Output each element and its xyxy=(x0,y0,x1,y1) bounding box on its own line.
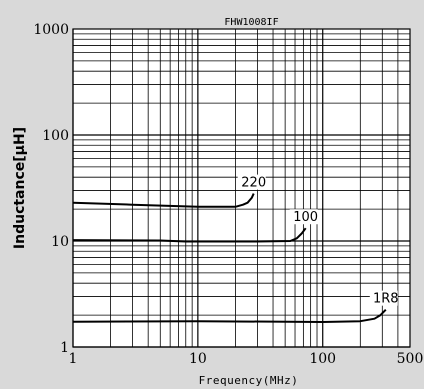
x-tick-labels: 1 10 100 500 xyxy=(69,351,424,367)
x-tick-label: 100 xyxy=(309,351,336,367)
y-tick-labels: 1 10 100 1000 xyxy=(33,22,69,356)
y-tick-label: 1 xyxy=(60,340,69,356)
x-tick-label: 10 xyxy=(189,351,207,367)
series-label-100: 100 xyxy=(293,210,318,225)
x-tick-label: 1 xyxy=(69,351,78,367)
grid xyxy=(72,29,411,348)
x-axis-label: Frequency(MHz) xyxy=(199,374,299,387)
series-line-1r8 xyxy=(72,308,387,323)
y-axis-label: Inductance[µH] xyxy=(12,127,28,249)
y-tick-label: 1000 xyxy=(33,22,69,38)
series-group: 220 100 1R8 xyxy=(72,174,399,323)
series-label-1r8: 1R8 xyxy=(373,292,399,307)
chart-title: FHW1008IF xyxy=(224,17,278,28)
series-label-220: 220 xyxy=(241,176,266,191)
series-line-100 xyxy=(72,227,307,243)
x-tick-label: 500 xyxy=(397,351,424,367)
series-label-background xyxy=(237,174,266,190)
y-tick-label: 100 xyxy=(42,128,69,144)
series-label-background xyxy=(289,209,318,225)
series-label-background xyxy=(369,290,398,306)
series-line-220 xyxy=(72,193,255,208)
y-tick-label: 10 xyxy=(51,234,69,250)
plot-border xyxy=(72,28,411,348)
